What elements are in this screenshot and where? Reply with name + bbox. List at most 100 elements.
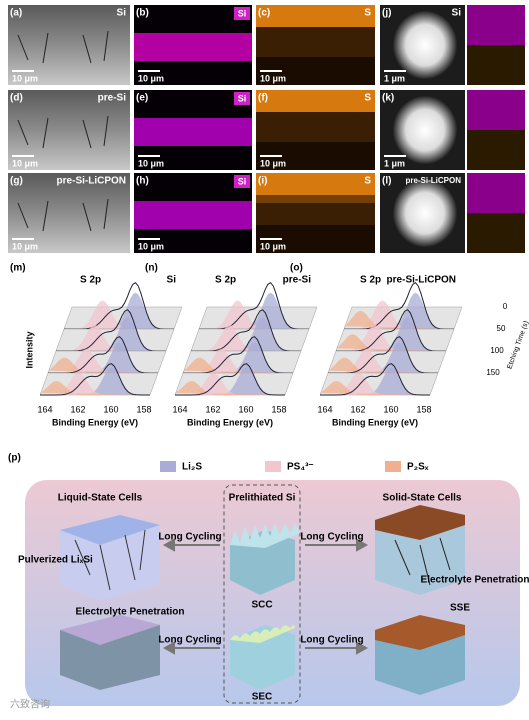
- si-band: [134, 118, 252, 146]
- x-tick-label: 158: [136, 404, 151, 414]
- panel-label: (l): [382, 176, 391, 187]
- x-tick-label: 158: [416, 404, 431, 414]
- x-tick-label: 162: [70, 404, 85, 414]
- peak: [320, 381, 430, 395]
- title: Liquid-State Cells: [58, 493, 143, 504]
- x-tick-label: 162: [350, 404, 365, 414]
- peak: [56, 324, 166, 351]
- fit-curve: [320, 363, 430, 396]
- legend-swatch: [265, 461, 281, 472]
- arrow-label: Long Cycling: [158, 532, 221, 543]
- scale-label: 1 μm: [384, 158, 405, 168]
- sample: Si: [167, 275, 177, 286]
- element-tag: Si: [452, 8, 462, 19]
- x-tick-label: 160: [103, 404, 118, 414]
- cracks: [74, 529, 146, 591]
- element-tag: Si: [238, 8, 247, 18]
- element-tag: S: [364, 93, 371, 104]
- fit-curve: [40, 363, 150, 396]
- panel-label: (c): [258, 8, 270, 19]
- depth-axis-label: Etching Time (s): [506, 320, 529, 370]
- arrow-label: Long Cycling: [300, 635, 363, 646]
- x-tick-label: 160: [238, 404, 253, 414]
- element-tag: pre-Si-LiCPON: [57, 176, 126, 187]
- cracks: [394, 537, 451, 586]
- peak: [320, 367, 430, 395]
- arrows: [162, 538, 369, 655]
- panel-label: (k): [382, 93, 394, 104]
- fit-curve: [175, 363, 285, 396]
- peak: [199, 300, 309, 329]
- y-axis-label: Intensity: [24, 331, 34, 368]
- element-tag: Si: [238, 93, 247, 103]
- label: SSE: [450, 603, 470, 614]
- tag-box: [234, 7, 250, 20]
- peak: [175, 381, 285, 395]
- peak: [183, 342, 293, 373]
- sse-layer: [375, 505, 465, 540]
- peak: [344, 292, 454, 329]
- bumps: [230, 625, 295, 643]
- s-band-low: [256, 112, 375, 142]
- legend-label: PS₄³⁻: [287, 462, 314, 473]
- title: Solid-State Cells: [383, 493, 462, 504]
- element-tag: Si: [238, 176, 247, 186]
- tag-box: [234, 92, 250, 105]
- panel-label: (f): [258, 93, 268, 104]
- element-tag: S: [364, 8, 371, 19]
- panel-label: (i): [258, 176, 267, 187]
- panel-label: (p): [8, 453, 21, 464]
- label: SEC: [252, 692, 273, 703]
- x-tick-label: 164: [317, 404, 332, 414]
- peak: [191, 324, 301, 351]
- x-tick-label: 164: [172, 404, 187, 414]
- s-band: [256, 5, 375, 27]
- particle: [393, 11, 457, 79]
- peak: [199, 292, 309, 329]
- sample: pre-Si-LiCPON: [387, 275, 456, 286]
- particle: [393, 179, 457, 247]
- peak: [344, 310, 454, 329]
- element-tag: S: [364, 176, 371, 187]
- depth-tick-label: 100: [490, 346, 504, 355]
- watermark: 六致咨询: [10, 698, 50, 711]
- panel-label: (g): [10, 176, 23, 187]
- panel-label: (d): [10, 93, 23, 104]
- tem-s-map: [467, 213, 525, 253]
- cracks: [17, 30, 109, 64]
- tag-box: [234, 175, 250, 188]
- peak: [191, 317, 301, 351]
- cracks: [17, 198, 109, 232]
- tem-s-map: [467, 130, 525, 170]
- si-band: [134, 201, 252, 229]
- panel-label: (a): [10, 8, 22, 19]
- title: Prelithiated Si: [229, 493, 296, 504]
- depth-tick-label: 0: [503, 302, 508, 311]
- block-top: [60, 615, 160, 645]
- peak: [328, 357, 438, 373]
- panel-label: (e): [136, 93, 148, 104]
- s-band-low: [256, 27, 375, 57]
- x-axis-label: Binding Energy (eV): [332, 417, 418, 427]
- annotation: Electrolyte Penetration: [421, 575, 529, 586]
- legend-label: Li₂S: [182, 462, 202, 473]
- panel-label: (n): [145, 263, 158, 274]
- peak: [56, 317, 166, 351]
- scale-label: 10 μm: [12, 158, 38, 168]
- scale-label: 10 μm: [138, 158, 164, 168]
- arrow-label: Long Cycling: [158, 635, 221, 646]
- depth-tick-label: 150: [486, 368, 500, 377]
- panel-label: (o): [290, 263, 303, 274]
- tem-si-map: [467, 173, 525, 213]
- peak: [40, 367, 150, 395]
- peak: [336, 334, 446, 351]
- spikes: [230, 523, 300, 548]
- annotation: Electrolyte Penetration: [76, 607, 185, 618]
- orbital: S 2p: [80, 275, 101, 286]
- element-tag: Si: [117, 8, 127, 19]
- s-band-low: [256, 195, 375, 225]
- sse-layer: [375, 615, 465, 650]
- sample: pre-Si: [283, 275, 312, 286]
- scale-label: 10 μm: [260, 73, 286, 83]
